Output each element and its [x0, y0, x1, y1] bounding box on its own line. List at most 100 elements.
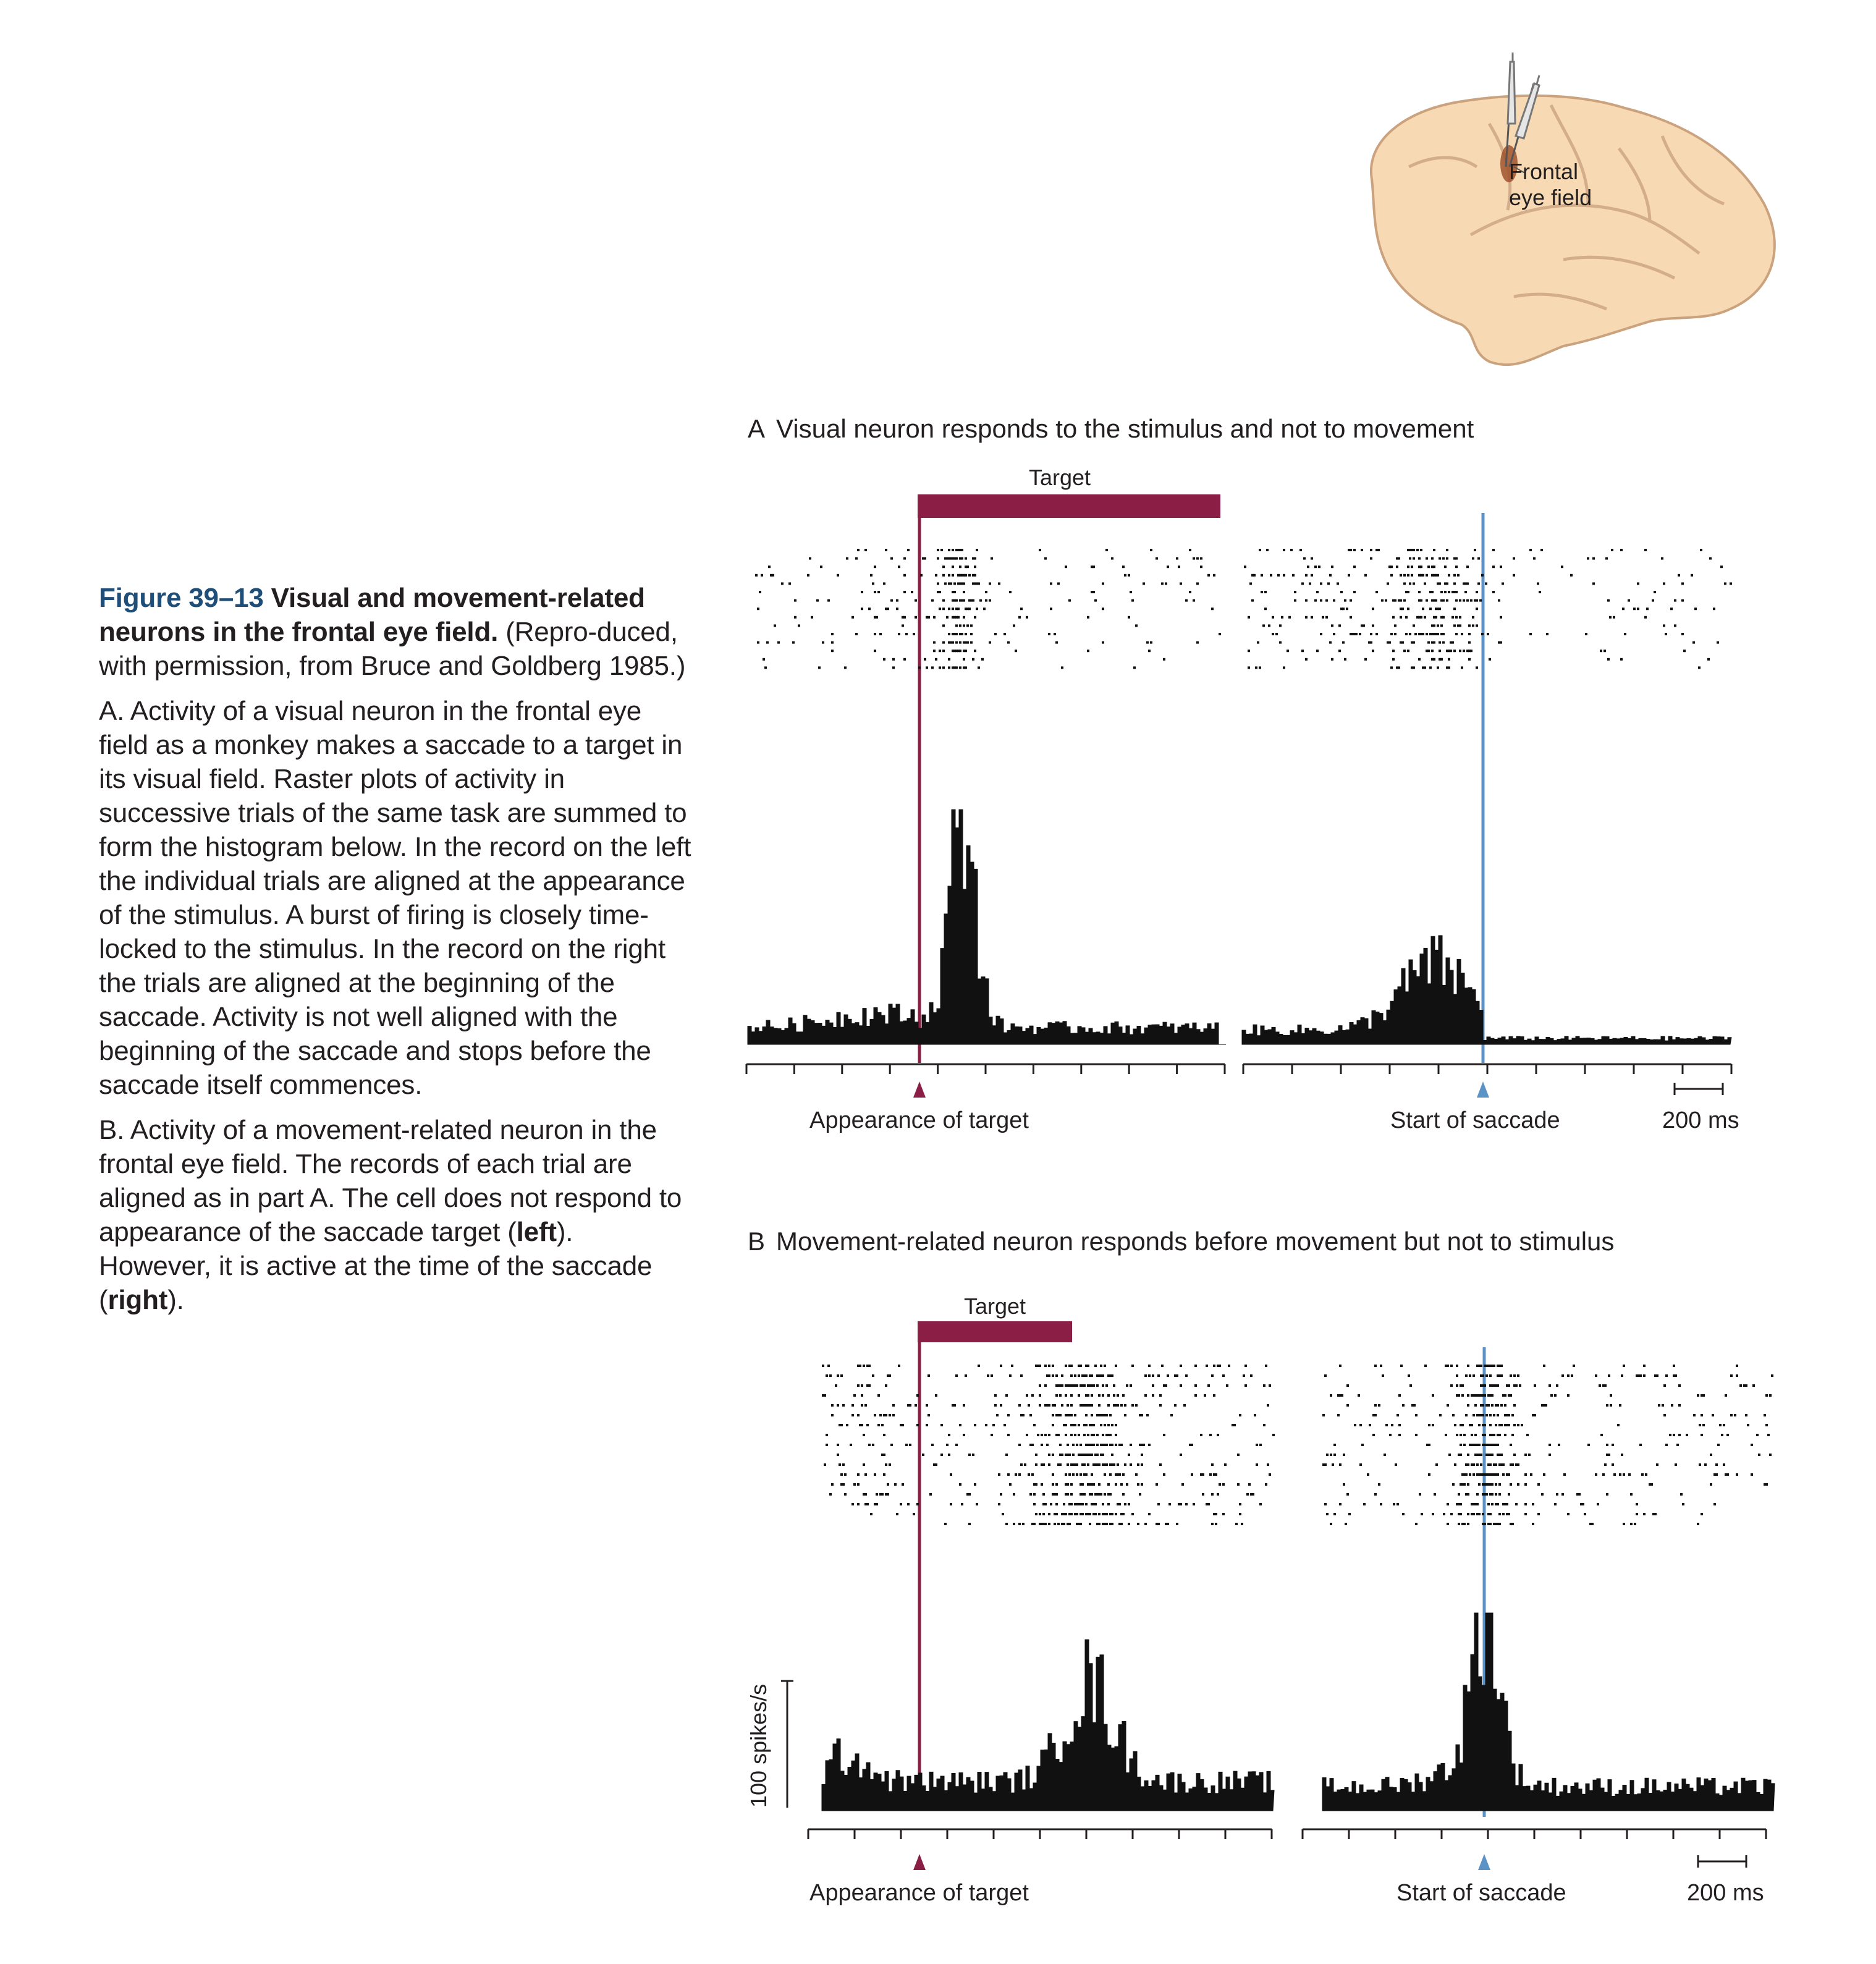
spike-tick: [963, 582, 965, 585]
spike-tick: [955, 624, 958, 627]
spike-tick: [1044, 1523, 1047, 1525]
spike-tick: [1437, 582, 1439, 585]
spike-tick: [1510, 1374, 1512, 1377]
spike-tick: [1115, 1483, 1117, 1486]
spike-tick: [1442, 633, 1445, 635]
spike-tick: [1587, 557, 1589, 560]
spike-tick: [1089, 1523, 1091, 1525]
raster-right: [1322, 1365, 1773, 1525]
spike-tick: [1078, 1374, 1080, 1377]
spike-tick: [883, 1434, 885, 1436]
spike-tick: [948, 641, 950, 644]
spike-tick: [926, 616, 928, 619]
spike-tick: [1022, 1523, 1025, 1525]
spike-tick: [1215, 1513, 1217, 1515]
spike-tick: [942, 666, 945, 669]
spike-tick: [1080, 1404, 1082, 1407]
spike-tick: [1484, 1394, 1486, 1397]
spike-tick: [1361, 624, 1363, 627]
spike-tick: [1068, 1454, 1071, 1456]
spike-tick: [1091, 1493, 1093, 1496]
spike-tick: [1451, 616, 1454, 619]
target-marker-arrow: [913, 1854, 926, 1870]
spike-tick: [1167, 565, 1169, 569]
spike-tick: [1248, 666, 1250, 669]
spike-tick: [1580, 1503, 1582, 1505]
spike-tick: [1094, 1493, 1097, 1496]
spike-tick: [1226, 1384, 1228, 1387]
spike-tick: [1530, 1473, 1532, 1476]
spike-tick: [887, 1483, 889, 1486]
spike-tick: [991, 1374, 993, 1377]
spike-tick: [926, 1424, 928, 1426]
spike-tick: [1599, 1384, 1601, 1387]
spike-tick: [1498, 1454, 1501, 1456]
spike-tick: [1063, 1424, 1065, 1426]
spike-tick: [1637, 1374, 1640, 1377]
spike-tick: [1446, 599, 1448, 602]
spike-tick: [1549, 1384, 1551, 1387]
spike-tick: [1444, 582, 1447, 585]
spike-tick: [952, 607, 954, 611]
spike-tick: [1453, 557, 1456, 560]
spike-tick: [1482, 1394, 1484, 1397]
spike-tick: [1059, 1444, 1062, 1446]
spike-tick: [1156, 1523, 1158, 1525]
spike-tick: [1634, 1523, 1636, 1525]
spike-tick: [933, 1463, 936, 1466]
spike-tick: [1055, 1374, 1058, 1377]
spike-tick: [1259, 666, 1261, 669]
spike-tick: [1055, 641, 1058, 644]
spike-tick: [757, 641, 759, 644]
spike-tick: [1482, 1473, 1484, 1476]
spike-tick: [1070, 1384, 1073, 1387]
spike-tick: [1769, 1454, 1772, 1456]
spike-tick: [1087, 1384, 1089, 1387]
spike-tick: [1255, 666, 1257, 669]
spike-tick: [1137, 1463, 1139, 1466]
spike-tick: [1183, 1404, 1186, 1407]
spike-tick: [1104, 1365, 1106, 1367]
spike-tick: [1272, 633, 1274, 635]
spike-tick: [1771, 1374, 1773, 1377]
spike-tick: [1623, 1365, 1625, 1367]
spike-tick: [998, 1503, 1000, 1505]
spike-tick: [970, 624, 973, 627]
spike-tick: [1148, 1444, 1151, 1446]
part-b-text-1: Activity of a movement-related neuron in…: [99, 1115, 682, 1247]
spike-tick: [1458, 1454, 1460, 1456]
spike-tick: [1185, 599, 1188, 602]
spike-tick: [966, 1493, 969, 1496]
brain-label-line1: Frontal: [1509, 159, 1578, 184]
spike-tick: [1471, 1434, 1473, 1436]
spike-tick: [1498, 1483, 1501, 1486]
spike-tick: [1128, 574, 1130, 577]
spike-tick: [1202, 1493, 1204, 1496]
spike-tick: [1424, 582, 1426, 585]
spike-tick: [1537, 1483, 1540, 1486]
spike-tick: [1532, 1414, 1534, 1416]
spike-tick: [1037, 1434, 1039, 1436]
spike-tick: [1189, 549, 1191, 551]
spike-tick: [1346, 607, 1348, 611]
spike-tick: [968, 607, 971, 611]
spike-tick: [1081, 1384, 1084, 1387]
spike-tick: [1107, 1493, 1110, 1496]
spike-tick: [1487, 1454, 1490, 1456]
spike-tick: [1549, 1454, 1551, 1456]
spike-tick: [1161, 582, 1164, 585]
spike-tick: [1130, 1444, 1132, 1446]
spike-tick: [1407, 549, 1409, 551]
spike-tick: [1468, 658, 1471, 661]
spike-tick: [1050, 607, 1052, 611]
spike-tick: [1504, 1424, 1506, 1426]
spike-tick: [1478, 1414, 1481, 1416]
spike-tick: [1111, 1454, 1113, 1456]
label-leader-line: [1513, 166, 1526, 174]
spike-tick: [844, 666, 847, 669]
spike-tick: [1678, 1404, 1681, 1407]
spike-tick: [1447, 1523, 1449, 1525]
spike-tick: [1674, 599, 1676, 602]
spike-tick: [1439, 557, 1441, 560]
spike-tick: [1369, 1424, 1371, 1426]
